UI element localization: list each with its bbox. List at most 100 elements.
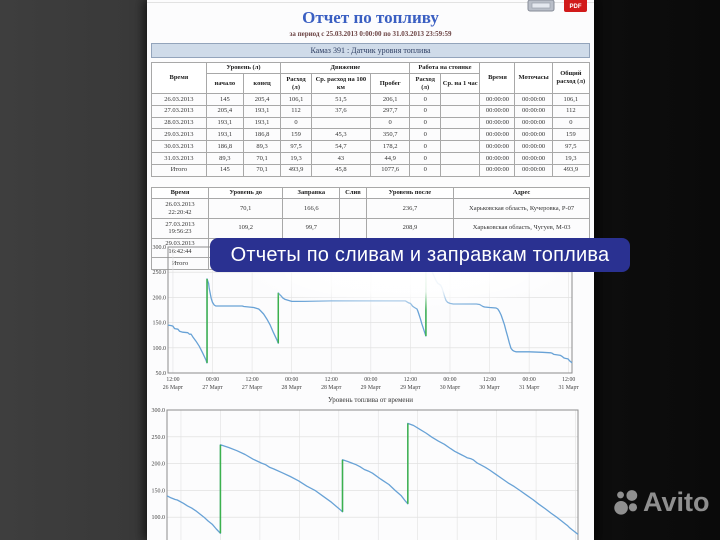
- col-drain: Слив: [339, 186, 367, 200]
- cell: 178,2: [369, 140, 411, 154]
- col-level-start: начало: [205, 73, 244, 95]
- cell: 51,5: [310, 93, 371, 106]
- colgroup-level: Уровень (л): [205, 61, 282, 75]
- x-tick-label: 12:00: [483, 377, 496, 383]
- y-tick-label: 300.0: [153, 245, 167, 251]
- print-button[interactable]: [527, 0, 555, 14]
- cell: 0: [409, 140, 442, 154]
- cell: [440, 104, 481, 118]
- cell: 19,3: [551, 152, 591, 165]
- table-row: Итого 145 70,1 493,9 45,8 1077,6 0 00:00:00 00:0…: [151, 163, 591, 177]
- colgroup-idle: Работа на стоянке: [409, 61, 481, 75]
- col-time2: Время: [479, 61, 516, 95]
- cell: 145: [205, 93, 244, 106]
- cell: [440, 140, 481, 154]
- cell: 44,9: [369, 152, 411, 165]
- cell: 00:00:00: [479, 128, 516, 142]
- cell: 00:00:00: [514, 104, 553, 118]
- cell: 0: [409, 93, 442, 106]
- cell: [339, 198, 367, 220]
- x-tick-label: 27 Март: [242, 385, 263, 391]
- x-tick-label: 12:00: [166, 377, 179, 383]
- x-tick-label: 30 Март: [440, 385, 461, 391]
- vehicle-sensor-band: Камаз 391 : Датчик уровня топлива: [151, 42, 590, 58]
- x-tick-label: 28 Март: [321, 385, 342, 391]
- cell: 109,2: [207, 218, 284, 239]
- table-row: 28.03.2013 193,1 193,1 0 0 0 00:00:00 00:00:00 0: [151, 116, 591, 130]
- x-tick-label: 27 Март: [202, 385, 223, 391]
- cell: [440, 93, 481, 106]
- printer-icon: [527, 0, 555, 12]
- cell: 89,3: [242, 140, 282, 154]
- cell: 45,3: [310, 128, 371, 142]
- x-tick-label: 31 Март: [559, 385, 580, 391]
- cell: 0: [409, 152, 442, 165]
- chart2-title: Уровень топлива от времени: [327, 396, 414, 404]
- col-address: Адрес: [453, 186, 590, 200]
- cell: 0: [369, 116, 411, 130]
- cell: 106,1: [551, 93, 591, 106]
- cell: 0: [409, 104, 442, 118]
- x-tick-label: 00:00: [206, 377, 219, 383]
- cell: 28.03.2013: [151, 116, 207, 130]
- cell: 145: [205, 163, 244, 177]
- x-tick-label: 00:00: [443, 377, 456, 383]
- pdf-export-button[interactable]: PDF: [564, 0, 587, 12]
- cell: 26.03.2013 22:20:42: [151, 198, 209, 220]
- cell: 99,7: [282, 218, 341, 239]
- daily-fuel-table: Время Уровень (л) Движение Работа на сто…: [151, 61, 591, 177]
- cell: 186,8: [242, 128, 282, 142]
- cell: 27.03.2013 19:56:23: [151, 218, 209, 239]
- cell: 00:00:00: [479, 93, 516, 106]
- cell: 159: [551, 128, 591, 142]
- cell: 186,8: [205, 140, 244, 154]
- cell: 97,5: [551, 140, 591, 154]
- cell: 97,5: [280, 140, 312, 154]
- cell: 350,7: [369, 128, 411, 142]
- cell: 26.03.2013: [151, 93, 207, 106]
- cell: 193,1: [205, 116, 244, 130]
- cell: 00:00:00: [479, 152, 516, 165]
- cell: 106,1: [280, 93, 312, 106]
- cell: [310, 116, 371, 130]
- x-tick-label: 12:00: [562, 377, 575, 383]
- y-tick-label: 150.0: [152, 488, 166, 494]
- cell: 27.03.2013: [151, 104, 207, 118]
- cell: 00:00:00: [479, 116, 516, 130]
- table-row: 26.03.2013 145 205,4 106,1 51,5 206,1 0 00:00:0…: [151, 93, 591, 106]
- col-motion-consumption: Расход (л): [280, 73, 312, 95]
- table-row: 26.03.2013 22:20:42 70,1 166,6 236,7 Харьков…: [151, 198, 590, 220]
- report-period: за период с 25.03.2013 0:00:00 по 31.03.…: [289, 29, 452, 38]
- cell: 112: [280, 104, 312, 118]
- col-motion-avg100: Ср. расход на 100 км: [310, 73, 371, 95]
- cell: 193,1: [242, 104, 282, 118]
- cell: [440, 128, 481, 142]
- table-header-row: Время Уровень до Заправка Слив Уровень п…: [151, 186, 590, 200]
- cell: 00:00:00: [514, 163, 553, 177]
- y-tick-label: 100.0: [153, 346, 167, 352]
- y-tick-label: 250.0: [153, 270, 167, 276]
- cell: 193,1: [242, 116, 282, 130]
- col-level-after: Уровень после: [365, 186, 455, 200]
- cell: 166,6: [282, 198, 341, 220]
- cell: 31.03.2013: [151, 152, 207, 165]
- avito-watermark: Avito: [614, 487, 710, 518]
- cell: [440, 116, 481, 130]
- cell: 70,1: [242, 152, 282, 165]
- cell: 297,7: [369, 104, 411, 118]
- page-top-divider: [147, 2, 594, 3]
- x-tick-label: 26 Март: [163, 385, 184, 391]
- col-level-end: конец: [242, 73, 282, 95]
- cell: [339, 218, 367, 239]
- table-row: 27.03.2013 205,4 193,1 112 37,6 297,7 0 00:00:0…: [151, 104, 591, 118]
- cell: Харьковская область, Чугуев, М-03: [453, 218, 590, 239]
- cell: 208,9: [365, 218, 455, 239]
- y-tick-label: 300.0: [152, 408, 166, 414]
- fuel-level-line: [166, 422, 579, 535]
- colgroup-motion: Движение: [280, 61, 411, 75]
- cell: 37,6: [310, 104, 371, 118]
- cell: 00:00:00: [479, 140, 516, 154]
- cell: 193,1: [205, 128, 244, 142]
- x-tick-label: 30 Март: [479, 385, 500, 391]
- col-event-time: Время: [151, 186, 209, 200]
